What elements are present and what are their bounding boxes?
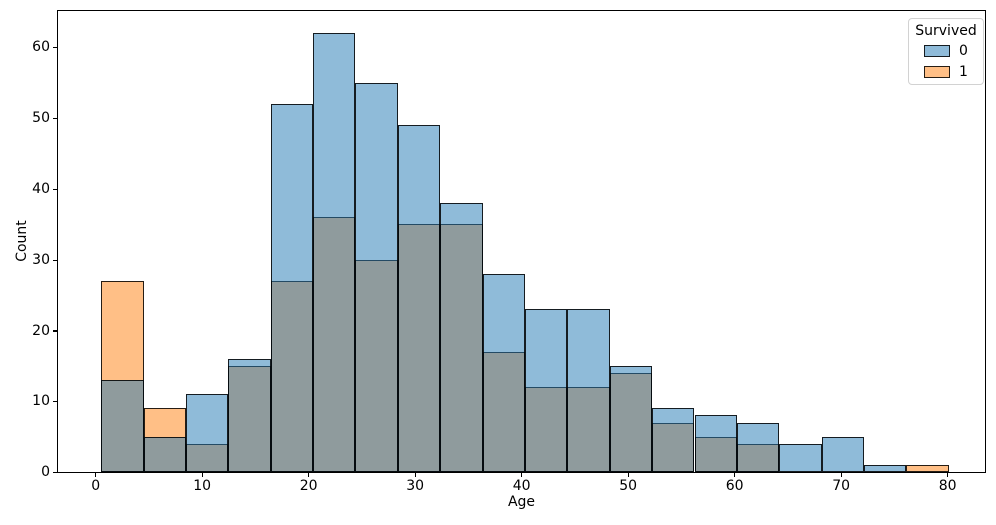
y-tick-label: 0 xyxy=(41,464,50,480)
histogram-bar-survived-0 xyxy=(609,365,653,472)
y-tick-label: 10 xyxy=(32,393,50,410)
plot-area xyxy=(57,10,986,473)
x-tick-mark xyxy=(414,473,416,477)
x-tick-mark xyxy=(308,473,310,477)
legend-title: Survived xyxy=(915,23,977,39)
y-tick-mark xyxy=(53,259,57,261)
histogram-bar-survived-0 xyxy=(228,358,271,472)
legend-label-survived-1: 1 xyxy=(959,63,968,80)
y-tick-label: 20 xyxy=(32,322,50,339)
histogram-bar-survived-0 xyxy=(736,422,780,472)
x-tick-label: 70 xyxy=(832,478,851,494)
x-tick-mark xyxy=(95,473,97,477)
x-tick-label: 20 xyxy=(299,478,318,494)
y-tick-mark xyxy=(53,118,57,120)
legend-swatch-survived-1-icon xyxy=(924,65,951,78)
x-tick-label: 50 xyxy=(619,478,638,494)
histogram-bar-survived-0 xyxy=(143,436,186,472)
x-axis-label: Age xyxy=(507,494,536,510)
y-tick-label: 40 xyxy=(32,180,50,197)
legend-entry-survived-0: 0 xyxy=(909,40,983,61)
histogram-bar-survived-0 xyxy=(863,464,907,472)
legend-entry-survived-1: 1 xyxy=(909,61,983,82)
histogram-bar-survived-0 xyxy=(440,203,483,472)
histogram-bar-survived-0 xyxy=(355,82,398,472)
histogram-bar-survived-0 xyxy=(185,394,229,472)
y-tick-mark xyxy=(53,47,57,49)
x-tick-mark xyxy=(734,473,736,477)
legend-label-survived-0: 0 xyxy=(959,42,968,59)
x-tick-label: 30 xyxy=(406,478,425,494)
histogram-bar-survived-0 xyxy=(779,443,822,472)
histogram-bar-survived-0 xyxy=(397,125,441,472)
legend: Survived 0 1 xyxy=(908,18,984,85)
x-tick-mark xyxy=(947,473,949,477)
y-tick-mark xyxy=(53,401,57,403)
histogram-bar-survived-0 xyxy=(567,309,610,472)
histogram-bar-survived-0 xyxy=(524,309,568,472)
histogram-bar-survived-0 xyxy=(101,380,144,472)
histogram-bar-survived-0 xyxy=(694,415,737,472)
histogram-bar-survived-0 xyxy=(482,273,525,472)
y-tick-mark xyxy=(53,471,57,474)
legend-swatch-survived-0-icon xyxy=(924,44,951,57)
x-tick-mark xyxy=(840,473,842,477)
histogram-bar-survived-0 xyxy=(652,408,695,472)
histogram-bar-survived-0 xyxy=(313,33,356,472)
y-tick-label: 60 xyxy=(32,39,50,56)
y-tick-mark xyxy=(53,330,57,332)
histogram-bar-survived-1 xyxy=(906,464,949,472)
x-tick-mark xyxy=(521,473,523,477)
histogram-bar-survived-0 xyxy=(821,436,864,472)
y-tick-label: 30 xyxy=(32,251,50,268)
x-tick-label: 0 xyxy=(91,478,101,494)
x-tick-label: 80 xyxy=(938,478,957,494)
y-tick-mark xyxy=(53,188,57,190)
x-tick-label: 10 xyxy=(193,478,212,494)
x-tick-label: 60 xyxy=(725,478,744,494)
x-tick-label: 40 xyxy=(512,478,531,494)
x-tick-mark xyxy=(201,473,203,477)
y-tick-label: 50 xyxy=(32,110,50,127)
x-tick-mark xyxy=(627,473,629,477)
histogram-bar-survived-0 xyxy=(270,104,314,472)
